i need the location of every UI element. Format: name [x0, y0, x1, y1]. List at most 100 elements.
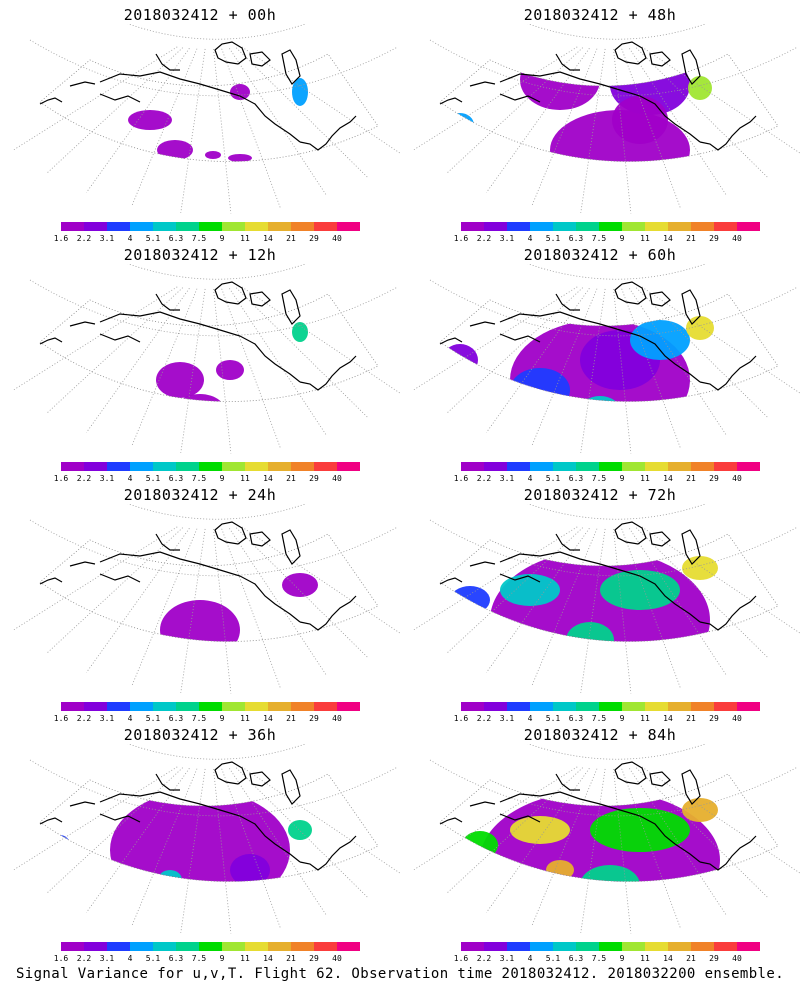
variance-region [510, 816, 570, 844]
coastline [699, 115, 757, 151]
coastline [69, 321, 96, 327]
domain-boundary [439, 53, 779, 162]
variance-region [462, 831, 498, 859]
meridian-gridline [229, 288, 327, 436]
meridian-gridline [180, 48, 206, 213]
meridian-gridline [46, 767, 183, 894]
colorbar-tick-label: 9 [219, 234, 225, 243]
colorbar-tick-label: 9 [619, 474, 625, 483]
meridian-gridline [241, 46, 400, 154]
colorbar-swatch [484, 702, 507, 711]
latitude-gridline [127, 264, 307, 280]
colorbar-swatch [107, 222, 130, 231]
colorbar-tick-label: 6.3 [568, 714, 584, 723]
colorbar-swatch [461, 702, 484, 711]
meridian-gridline [635, 47, 768, 178]
meridian-gridline [131, 48, 198, 206]
variance-region [292, 322, 308, 342]
variance-region [520, 54, 600, 110]
panel-title: 2018032412 + 00h [123, 6, 277, 24]
meridian-gridline [46, 527, 183, 654]
colorbar-tick-label: 6.3 [168, 954, 184, 963]
colorbar-swatch [314, 222, 337, 231]
colorbar-tick-label: 11 [240, 474, 250, 483]
colorbar-tick-label: 1.6 [453, 234, 469, 243]
coastline [614, 41, 647, 65]
coastline [99, 551, 301, 623]
variance-region [566, 622, 614, 642]
colorbar-swatch [337, 462, 360, 471]
colorbar-swatch [645, 702, 668, 711]
colorbar-tick-label: 9 [619, 714, 625, 723]
variance-region [110, 790, 290, 882]
colorbar-ticks: 1.6 2.2 3.1 4 5.1 6.3 7.5 9 11 14 21 29 40 [454, 714, 760, 724]
map-panel: 2018032412 + 72h 1.6 2.2 3.1 4 5.1 6.3 7.5 9 11 14… [400, 480, 800, 723]
map-panel: 2018032412 + 36h 1.6 2.2 3.1 4 5.1 6.3 7.5 9 11 14… [0, 720, 400, 963]
variance-region [228, 675, 252, 695]
colorbar-ticks: 1.6 2.2 3.1 4 5.1 6.3 7.5 9 11 14 21 29 40 [454, 474, 760, 484]
variance-region [600, 668, 640, 692]
colorbar-tick-label: 6.3 [168, 474, 184, 483]
coastline [439, 577, 463, 585]
latitude-gridline [127, 744, 307, 760]
colorbar-tick-label: 3.1 [499, 954, 515, 963]
coastline [99, 333, 141, 343]
colorbar-swatch [268, 942, 291, 951]
coastline [614, 281, 647, 305]
colorbar-ticks: 1.6 2.2 3.1 4 5.1 6.3 7.5 9 11 14 21 29 40 [454, 234, 760, 244]
colorbar-swatch [599, 942, 622, 951]
colorbar [61, 702, 360, 711]
colorbar-swatch [530, 462, 553, 471]
colorbar-tick-label: 5.1 [545, 234, 561, 243]
colorbar-swatch [130, 462, 153, 471]
coastline [469, 801, 496, 807]
colorbar-tick-label: 21 [686, 474, 696, 483]
coastline [39, 817, 63, 825]
meridian-gridline [241, 766, 400, 874]
colorbar-ticks: 1.6 2.2 3.1 4 5.1 6.3 7.5 9 11 14 21 29 40 [54, 474, 360, 484]
meridian-gridline [486, 288, 590, 433]
meridian-gridline [641, 766, 800, 874]
coastline [614, 521, 647, 545]
coastline [499, 573, 541, 583]
variance-region [55, 600, 75, 620]
coastline [499, 791, 701, 863]
variance-region [442, 344, 478, 376]
meridian-gridline [580, 48, 606, 213]
colorbar [461, 702, 760, 711]
variance-region [446, 113, 474, 137]
colorbar-tick-label: 29 [709, 234, 719, 243]
meridian-gridline [86, 768, 190, 913]
variance-region [612, 96, 668, 144]
coastline [99, 311, 301, 383]
coastline [214, 761, 247, 785]
colorbar-tick-label: 5.1 [545, 474, 561, 483]
colorbar-tick-label: 2.2 [476, 714, 492, 723]
meridian-gridline [221, 48, 281, 208]
colorbar-swatch [176, 942, 199, 951]
meridian-gridline [13, 526, 178, 631]
variance-region [550, 160, 610, 162]
coastline [155, 53, 180, 71]
colorbar-tick-label: 3.1 [99, 714, 115, 723]
colorbar-swatch [153, 942, 176, 951]
colorbar-swatch [461, 462, 484, 471]
latitude-gridline [127, 24, 307, 40]
colorbar-swatch [314, 702, 337, 711]
meridian-gridline [229, 528, 327, 676]
meridian-gridline [221, 528, 281, 688]
colorbar-swatch [714, 702, 737, 711]
meridian-gridline [621, 48, 681, 208]
colorbar-tick-label: 1.6 [53, 714, 69, 723]
map-projection [13, 24, 400, 214]
colorbar-swatch [199, 942, 222, 951]
meridian-gridline [531, 288, 598, 446]
colorbar-swatch [668, 222, 691, 231]
colorbar-swatch [245, 942, 268, 951]
colorbar-tick-label: 40 [332, 474, 342, 483]
colorbar-tick-label: 40 [732, 954, 742, 963]
variance-region [230, 84, 250, 100]
coastline [681, 769, 701, 805]
map-projection [413, 24, 800, 214]
meridian-gridline [635, 527, 768, 658]
